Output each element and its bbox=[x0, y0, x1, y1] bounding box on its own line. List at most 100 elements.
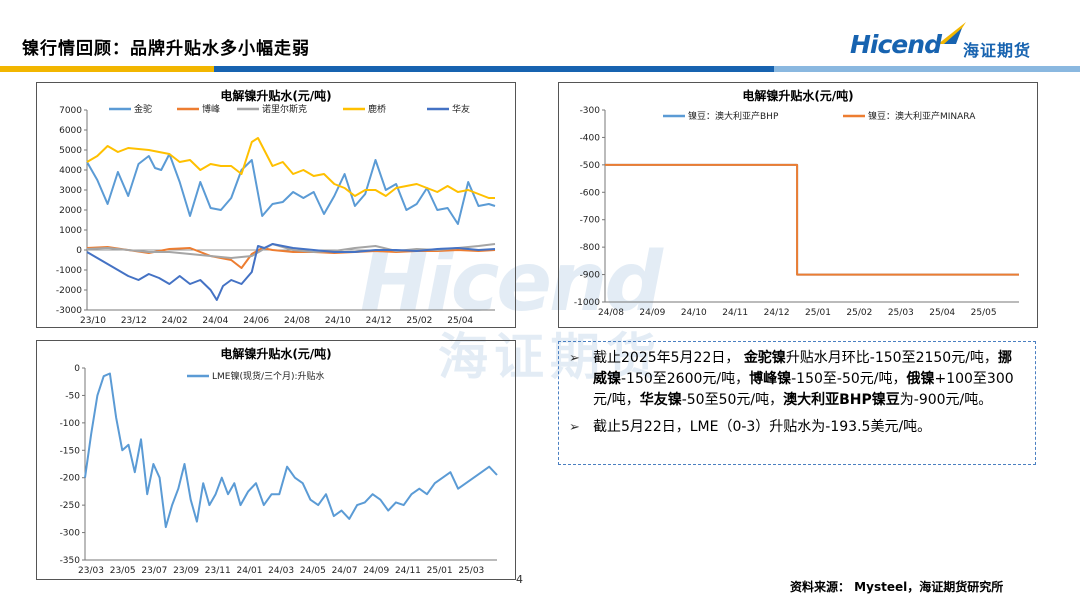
source-note: 资料来源： Mysteel，海证期货研究所 bbox=[790, 580, 1004, 594]
x-tick-label: 24/12 bbox=[764, 308, 790, 318]
y-tick-label: -250 bbox=[60, 501, 81, 511]
x-tick-label: 25/01 bbox=[805, 308, 831, 318]
y-tick-label: 7000 bbox=[59, 106, 82, 116]
chart-title: 电解镍升贴水(元/吨) bbox=[220, 88, 331, 103]
x-tick-label: 24/07 bbox=[332, 566, 358, 576]
legend-label-1: 镍豆：澳大利亚产MINARA bbox=[868, 110, 976, 122]
x-tick-label: 25/03 bbox=[458, 566, 484, 576]
chart-brand-premium: 电解镍升贴水(元/吨) -3000 -2000 -1000 0 1000 2000 3000 4… bbox=[56, 88, 496, 326]
y-tick-label: 0 bbox=[76, 246, 82, 256]
bullet-arrow-icon: ➢ bbox=[569, 420, 580, 435]
y-tick-label: 1000 bbox=[59, 226, 82, 236]
x-tick-label: 25/01 bbox=[427, 566, 453, 576]
x-tick-label: 23/12 bbox=[121, 316, 147, 326]
y-tick-label: -150 bbox=[60, 446, 81, 456]
series-line-0 bbox=[84, 372, 498, 529]
legend-label-2: 诺里尔斯克 bbox=[262, 103, 307, 115]
summary-bullet-1: ➢ 截止2025年5月22日， 金驼镍升贴水月环比-150至2150元/吨，挪威… bbox=[567, 348, 1025, 411]
summary-text: +100至300元/吨， bbox=[593, 371, 1014, 408]
x-tick-label: 24/10 bbox=[681, 308, 707, 318]
summary-text: 升贴水月环比-150至2150元/吨， bbox=[785, 350, 998, 366]
logo-text-cn: 海证期货 bbox=[963, 41, 1032, 60]
chart-nickel-bean: 电解镍升贴水(元/吨) -1000 -900 -800 -700 -600 -500 -400… bbox=[574, 88, 1019, 318]
series-line-4 bbox=[86, 243, 496, 301]
summary-text: 截止5月22日，LME（0-3）升贴水为-193.5美元/吨。 bbox=[593, 419, 932, 435]
x-tick-label: 23/07 bbox=[141, 566, 167, 576]
x-tick-label: 24/06 bbox=[243, 316, 269, 326]
legend-label-4: 华友 bbox=[452, 103, 470, 115]
x-tick-label: 23/10 bbox=[80, 316, 106, 326]
y-tick-label: -1000 bbox=[574, 298, 600, 308]
legend-label-0: 镍豆：澳大利亚产BHP bbox=[688, 110, 779, 122]
y-tick-label: 4000 bbox=[59, 166, 82, 176]
chart-panel-lme: 电解镍升贴水(元/吨) -350 -300 -250 -200 -150 -100 -50 0 2… bbox=[36, 340, 516, 580]
y-tick-label: -3000 bbox=[56, 306, 82, 316]
summary-text: 为-900元/吨。 bbox=[899, 392, 993, 408]
summary-bold: 挪威镍 bbox=[593, 350, 1012, 387]
x-tick-label: 24/09 bbox=[639, 308, 665, 318]
series-line-0 bbox=[86, 153, 496, 225]
chart-panel-nickel-bean: 电解镍升贴水(元/吨) -1000 -900 -800 -700 -600 -500 -400… bbox=[558, 82, 1038, 328]
company-logo: Hicend 海证期货 bbox=[850, 22, 1060, 66]
x-tick-label: 25/04 bbox=[447, 316, 473, 326]
y-tick-label: -100 bbox=[60, 419, 81, 429]
summary-bold: 华友镍 bbox=[639, 392, 682, 408]
chart-panel-brand-premium: 电解镍升贴水(元/吨) -3000 -2000 -1000 0 1000 2000 3000 4… bbox=[36, 82, 516, 328]
x-tick-label: 23/09 bbox=[173, 566, 199, 576]
x-tick-label: 24/04 bbox=[202, 316, 228, 326]
legend-label-0: LME镍(现货/三个月):升贴水 bbox=[212, 370, 325, 382]
y-tick-label: -400 bbox=[580, 133, 601, 143]
logo-wing-icon bbox=[938, 22, 966, 44]
x-tick-label: 24/01 bbox=[236, 566, 262, 576]
header-bar-blue bbox=[214, 66, 774, 72]
summary-text: -150至-50元/吨， bbox=[791, 371, 907, 387]
x-tick-label: 24/08 bbox=[284, 316, 310, 326]
x-tick-label: 24/11 bbox=[722, 308, 748, 318]
x-tick-label: 25/03 bbox=[888, 308, 914, 318]
x-tick-label: 24/03 bbox=[268, 566, 294, 576]
chart-title: 电解镍升贴水(元/吨) bbox=[742, 88, 853, 103]
y-tick-label: -300 bbox=[580, 106, 601, 116]
summary-bold: 澳大利亚BHP镍豆 bbox=[783, 392, 900, 408]
legend-label-0: 金驼 bbox=[134, 103, 152, 115]
summary-bold: 俄镍 bbox=[906, 371, 935, 387]
chart-lme-spread: 电解镍升贴水(元/吨) -350 -300 -250 -200 -150 -100 -50 0 2… bbox=[60, 346, 498, 576]
summary-text: 截止2025年5月22日， bbox=[593, 350, 744, 366]
x-tick-label: 23/05 bbox=[110, 566, 136, 576]
series-line-1 bbox=[605, 163, 1019, 276]
summary-bold: 博峰镍 bbox=[749, 371, 792, 387]
x-tick-label: 23/03 bbox=[78, 566, 104, 576]
y-tick-label: -350 bbox=[60, 556, 81, 566]
y-tick-label: -200 bbox=[60, 474, 81, 484]
x-tick-label: 24/09 bbox=[363, 566, 389, 576]
chart-title: 电解镍升贴水(元/吨) bbox=[220, 346, 331, 361]
y-tick-label: -50 bbox=[65, 391, 80, 401]
summary-bold: 金驼镍 bbox=[743, 350, 786, 366]
y-tick-label: -500 bbox=[580, 161, 601, 171]
y-tick-label: 3000 bbox=[59, 186, 82, 196]
y-tick-label: 6000 bbox=[59, 126, 82, 136]
logo-text-en: Hicend bbox=[850, 30, 942, 59]
y-tick-label: -700 bbox=[580, 216, 601, 226]
x-tick-label: 24/05 bbox=[300, 566, 326, 576]
x-tick-label: 24/08 bbox=[598, 308, 624, 318]
y-tick-label: -300 bbox=[60, 529, 81, 539]
summary-box: ➢ 截止2025年5月22日， 金驼镍升贴水月环比-150至2150元/吨，挪威… bbox=[558, 341, 1036, 465]
header-bar-lightblue bbox=[774, 66, 1080, 72]
x-tick-label: 24/10 bbox=[325, 316, 351, 326]
y-tick-label: -800 bbox=[580, 243, 601, 253]
series-line-3 bbox=[86, 137, 495, 199]
y-tick-label: -900 bbox=[580, 271, 601, 281]
header-bar-yellow bbox=[0, 66, 214, 72]
legend-label-3: 鹿桥 bbox=[368, 103, 386, 115]
y-tick-label: 5000 bbox=[59, 146, 82, 156]
x-tick-label: 25/04 bbox=[929, 308, 955, 318]
summary-bullet-2: ➢ 截止5月22日，LME（0-3）升贴水为-193.5美元/吨。 bbox=[567, 417, 1025, 438]
y-tick-label: -600 bbox=[580, 188, 601, 198]
x-tick-label: 24/12 bbox=[366, 316, 392, 326]
y-tick-label: 2000 bbox=[59, 206, 82, 216]
series-line-0 bbox=[605, 163, 1019, 276]
summary-text: -150至2600元/吨， bbox=[621, 371, 750, 387]
y-tick-label: -1000 bbox=[56, 266, 82, 276]
legend-label-1: 博峰 bbox=[202, 103, 220, 115]
